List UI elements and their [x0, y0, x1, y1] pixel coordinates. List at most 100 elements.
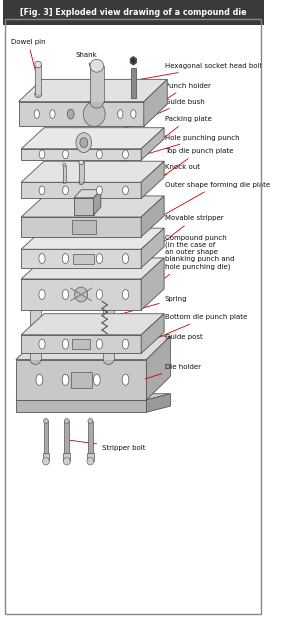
Ellipse shape	[90, 95, 103, 108]
Ellipse shape	[75, 287, 88, 302]
Ellipse shape	[63, 164, 66, 166]
Ellipse shape	[103, 355, 114, 365]
Ellipse shape	[122, 339, 129, 349]
Ellipse shape	[122, 290, 129, 299]
Text: Top die punch plate: Top die punch plate	[145, 148, 233, 188]
Bar	[87, 453, 94, 461]
Bar	[72, 220, 95, 234]
Ellipse shape	[30, 355, 41, 365]
Text: Dowel pin: Dowel pin	[11, 38, 45, 74]
Ellipse shape	[35, 61, 42, 68]
Ellipse shape	[90, 60, 103, 72]
Ellipse shape	[34, 110, 39, 118]
Ellipse shape	[62, 290, 69, 299]
Bar	[42, 453, 49, 461]
Text: Guide post: Guide post	[114, 318, 202, 340]
Text: Bottom die punch plate: Bottom die punch plate	[145, 314, 247, 343]
Ellipse shape	[96, 290, 103, 299]
Polygon shape	[141, 196, 164, 237]
Ellipse shape	[88, 418, 93, 423]
Bar	[103, 288, 114, 360]
Ellipse shape	[123, 150, 128, 159]
Ellipse shape	[76, 133, 91, 153]
Text: Outer shape forming die plate: Outer shape forming die plate	[145, 182, 270, 226]
Text: Packing plate: Packing plate	[145, 116, 211, 153]
Ellipse shape	[97, 150, 102, 159]
Text: [Fig. 3] Exploded view drawing of a compound die: [Fig. 3] Exploded view drawing of a comp…	[20, 8, 247, 17]
Bar	[90, 66, 103, 102]
Bar	[71, 372, 91, 388]
Bar	[72, 339, 90, 349]
Ellipse shape	[80, 138, 88, 148]
Polygon shape	[21, 279, 141, 310]
Ellipse shape	[63, 458, 70, 465]
Ellipse shape	[62, 339, 69, 349]
Ellipse shape	[36, 374, 43, 386]
Bar	[64, 421, 69, 455]
Bar	[30, 288, 41, 360]
Polygon shape	[19, 79, 167, 102]
Text: Movable stripper: Movable stripper	[145, 215, 223, 257]
Ellipse shape	[42, 458, 49, 465]
Polygon shape	[144, 79, 167, 126]
Polygon shape	[21, 161, 164, 182]
Ellipse shape	[103, 283, 114, 293]
Polygon shape	[21, 217, 141, 237]
Ellipse shape	[63, 181, 66, 184]
Ellipse shape	[96, 339, 103, 349]
Ellipse shape	[35, 91, 42, 97]
Ellipse shape	[67, 109, 74, 119]
Bar	[63, 165, 66, 182]
Polygon shape	[16, 400, 146, 412]
Polygon shape	[93, 190, 101, 215]
Ellipse shape	[83, 102, 105, 126]
Ellipse shape	[44, 418, 48, 423]
Text: Punch holder: Punch holder	[145, 82, 211, 113]
Polygon shape	[16, 336, 170, 360]
Polygon shape	[19, 102, 144, 126]
Text: Compound punch
(in the case of
an outer shape
blanking punch and
hole punching d: Compound punch (in the case of an outer …	[145, 235, 234, 293]
Text: Guide bush: Guide bush	[95, 99, 204, 141]
Bar	[73, 254, 94, 264]
Polygon shape	[141, 128, 164, 160]
Polygon shape	[141, 161, 164, 198]
Text: Die holder: Die holder	[145, 364, 201, 379]
Bar	[35, 64, 42, 94]
Ellipse shape	[50, 110, 55, 118]
Ellipse shape	[39, 150, 45, 159]
Polygon shape	[74, 198, 93, 215]
Bar	[131, 68, 136, 98]
Ellipse shape	[79, 180, 84, 185]
Polygon shape	[130, 56, 137, 65]
Ellipse shape	[63, 186, 68, 195]
Text: Stripper bolt: Stripper bolt	[68, 440, 146, 451]
Polygon shape	[21, 182, 141, 198]
Ellipse shape	[30, 283, 41, 293]
Ellipse shape	[64, 418, 69, 423]
Polygon shape	[21, 249, 141, 268]
Ellipse shape	[87, 458, 94, 465]
Polygon shape	[16, 394, 170, 400]
Text: Knock out: Knock out	[98, 164, 200, 205]
Ellipse shape	[97, 186, 102, 195]
Text: Shank: Shank	[76, 51, 98, 79]
Polygon shape	[21, 335, 141, 353]
Polygon shape	[21, 149, 141, 160]
Ellipse shape	[122, 374, 129, 386]
Polygon shape	[21, 228, 164, 249]
FancyBboxPatch shape	[3, 0, 264, 25]
Text: Spring: Spring	[111, 296, 187, 317]
Polygon shape	[21, 196, 164, 217]
Ellipse shape	[131, 58, 135, 63]
Bar	[88, 421, 93, 455]
Ellipse shape	[122, 254, 129, 264]
Ellipse shape	[39, 339, 45, 349]
Polygon shape	[141, 314, 164, 353]
Ellipse shape	[63, 150, 68, 159]
Ellipse shape	[62, 374, 69, 386]
Bar	[63, 453, 70, 461]
Polygon shape	[74, 190, 101, 198]
Polygon shape	[16, 360, 146, 400]
Ellipse shape	[79, 160, 84, 165]
Polygon shape	[146, 394, 170, 412]
